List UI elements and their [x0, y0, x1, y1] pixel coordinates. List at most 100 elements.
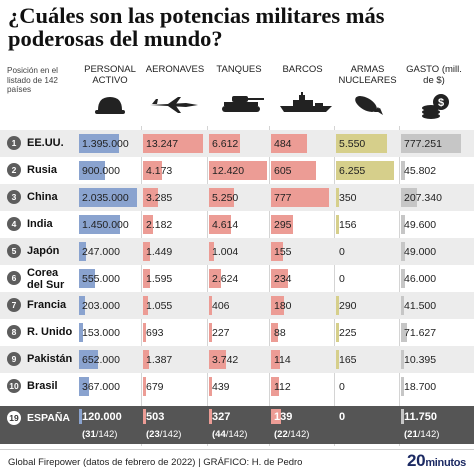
value-label: 4.173: [146, 165, 173, 177]
value-label: 6.255: [339, 165, 366, 177]
value-bar: [209, 242, 214, 261]
coins-icon: $: [420, 92, 450, 125]
source-note: Global Firepower (datos de febrero de 20…: [8, 457, 303, 468]
rank-badge: 19: [7, 411, 21, 425]
value-bar: [209, 215, 231, 234]
country-name: ESPAÑA: [27, 412, 70, 424]
value-bar: [143, 377, 146, 396]
value-bar: [209, 409, 212, 424]
value-bar: [336, 296, 339, 315]
value-label: 0: [339, 411, 346, 423]
ship-icon: [279, 92, 333, 119]
svg-text:$: $: [438, 97, 444, 109]
value-label: 155: [274, 246, 292, 258]
value-label: 18.700: [404, 381, 437, 393]
country-name: Japón: [27, 245, 60, 257]
value-label: 112: [274, 381, 291, 393]
value-bar: [143, 188, 158, 207]
value-bar: [79, 215, 120, 234]
value-label: 2.035.000: [82, 192, 129, 204]
spain-rank-label: (23/142): [146, 429, 182, 440]
value-bar: [79, 188, 137, 207]
tank-icon: [220, 92, 266, 119]
column-header-2: AERONAVES: [145, 64, 205, 75]
value-bar: [336, 188, 339, 207]
value-bar: [79, 161, 105, 180]
brand-logo: 20minutos: [407, 451, 466, 471]
value-label: 777.251: [404, 138, 442, 150]
value-bar: [143, 161, 162, 180]
country-row: 6 Corea del Sur 555.000 1.595 2.624 234 0 46.00…: [0, 265, 474, 292]
value-label: 605: [274, 165, 292, 177]
value-label: 247.000: [82, 246, 120, 258]
column-header-4: BARCOS: [282, 64, 323, 75]
value-label: 203.000: [82, 300, 120, 312]
value-label: 900.000: [82, 165, 120, 177]
value-label: 6.612: [212, 138, 239, 150]
value-label: 0: [339, 246, 345, 258]
country-name: R. Unido: [27, 326, 73, 338]
country-row: 10 Brasil 367.000 679 439 112 0 18.700: [0, 373, 474, 400]
value-bar: [401, 350, 404, 369]
spain-rank-label: (22/142): [274, 429, 310, 440]
value-bar: [336, 134, 387, 153]
column-divider: [334, 126, 335, 446]
column-divider: [141, 126, 142, 446]
bomb-icon: [350, 90, 386, 121]
value-label: 11.750: [404, 411, 438, 423]
spain-row: 19 ESPAÑA 120.000 (31/142) 503 (23/142) 327 (44…: [0, 406, 474, 444]
value-bar: [79, 409, 82, 424]
value-label: 49.600: [404, 219, 437, 231]
value-bar: [271, 188, 329, 207]
rank-badge: 9: [7, 352, 21, 366]
column-header-6: GASTO (mill. de $): [406, 64, 462, 86]
country-row: 4 India 1.450.000 2.182 4.614 295 156 49.600: [0, 211, 474, 238]
value-label: 49.000: [404, 246, 437, 258]
value-label: 225: [339, 327, 357, 339]
value-label: 1.055: [146, 300, 173, 312]
value-label: 114: [274, 354, 291, 366]
value-label: 13.247: [146, 138, 179, 150]
value-label: 156: [339, 219, 357, 231]
value-label: 153.000: [82, 327, 120, 339]
helmet-icon: [93, 95, 127, 122]
country-name: India: [27, 218, 53, 230]
value-bar: [143, 134, 203, 153]
rank-badge: 4: [7, 217, 21, 231]
value-label: 227: [212, 327, 230, 339]
value-bar: [336, 323, 339, 342]
value-bar: [336, 215, 339, 234]
value-label: 1.449: [146, 246, 173, 258]
value-label: 2.624: [212, 273, 239, 285]
value-bar: [143, 323, 146, 342]
value-label: 439: [212, 381, 230, 393]
country-row: 1 EE.UU. 1.395.000 13.247 6.612 484 5.550 777.2…: [0, 130, 474, 157]
value-label: 139: [274, 411, 293, 423]
value-bar: [271, 350, 280, 369]
value-label: 367.000: [82, 381, 120, 393]
jet-icon: [148, 95, 200, 120]
value-label: 652.000: [82, 354, 120, 366]
spain-rank-label: (44/142): [212, 429, 248, 440]
value-label: 350: [339, 192, 357, 204]
value-bar: [401, 215, 405, 234]
column-header-3: TANQUES: [216, 64, 262, 75]
country-name: Pakistán: [27, 353, 73, 365]
value-label: 4.614: [212, 219, 239, 231]
value-label: 207.340: [404, 192, 442, 204]
value-bar: [209, 188, 234, 207]
value-label: 693: [146, 327, 164, 339]
value-bar: [79, 296, 85, 315]
value-label: 234: [274, 273, 292, 285]
value-label: 45.802: [404, 165, 437, 177]
footer-divider: [0, 449, 474, 450]
spain-rank-label: (31/142): [82, 429, 118, 440]
value-bar: [271, 269, 288, 288]
country-row: 5 Japón 247.000 1.449 1.004 155 0 49.000: [0, 238, 474, 265]
value-bar: [143, 215, 153, 234]
value-label: 295: [274, 219, 292, 231]
logo-number: 20: [407, 451, 426, 470]
country-row: 2 Rusia 900.000 4.173 12.420 605 6.255 45.802: [0, 157, 474, 184]
value-bar: [79, 134, 119, 153]
value-label: 46.000: [404, 273, 437, 285]
